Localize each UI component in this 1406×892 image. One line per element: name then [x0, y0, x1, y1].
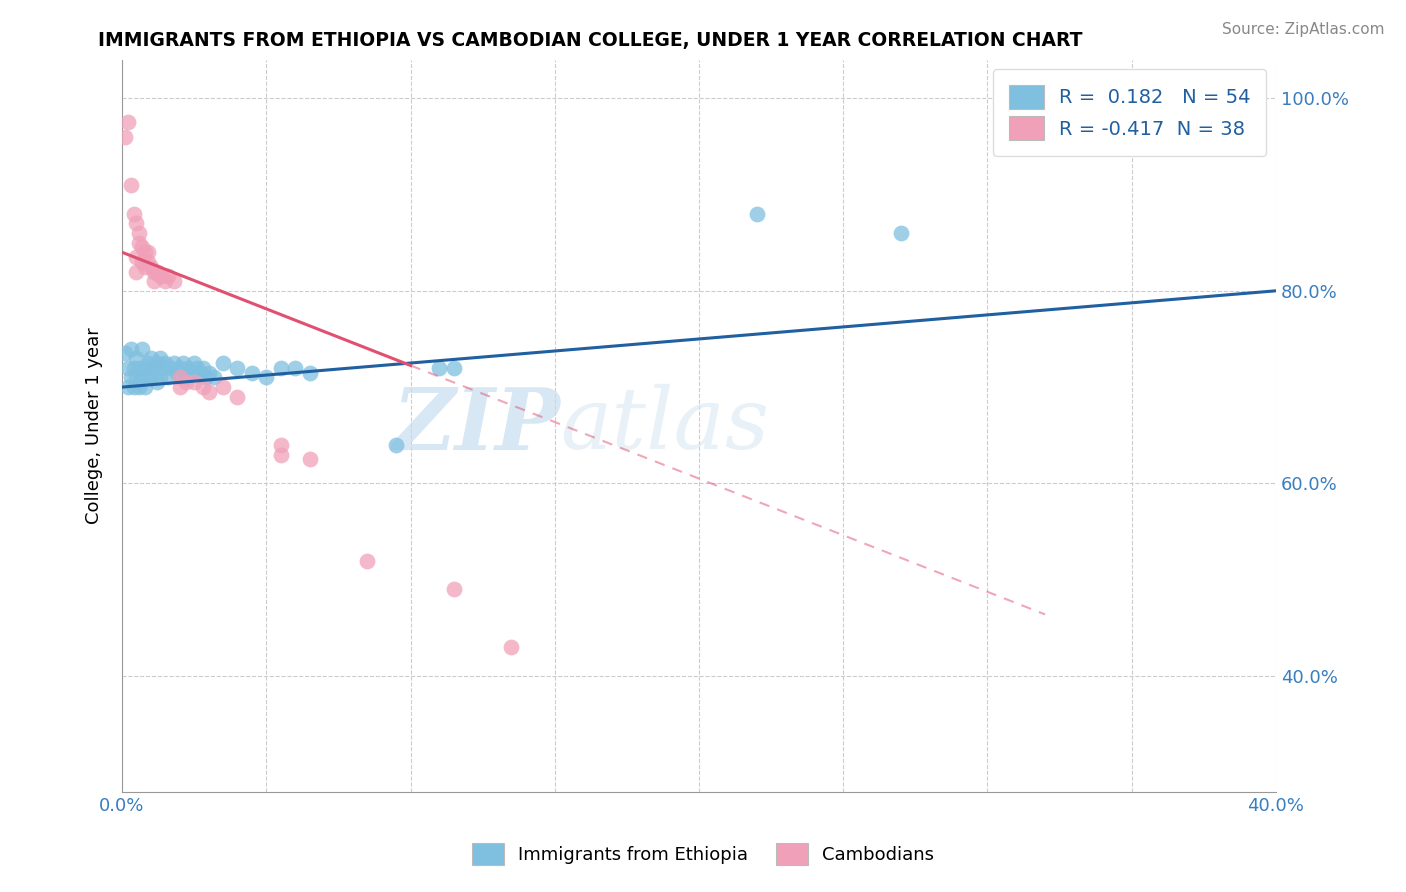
Point [125, 370, 148, 384]
Point [128, 360, 150, 375]
Point [117, 380, 139, 394]
Point [117, 115, 139, 129]
Point [284, 360, 307, 375]
Point [169, 370, 191, 384]
Point [148, 370, 170, 384]
Point [117, 360, 139, 375]
Point [270, 448, 292, 462]
Point [254, 370, 277, 384]
Point [501, 640, 523, 655]
Point [145, 376, 167, 390]
Point [157, 269, 180, 284]
Point [356, 553, 378, 567]
Point [128, 226, 150, 240]
Point [270, 360, 292, 375]
Point [226, 360, 249, 375]
Point [186, 360, 208, 375]
Point [139, 351, 162, 366]
Point [177, 360, 200, 375]
Point [114, 129, 136, 144]
Text: IMMIGRANTS FROM ETHIOPIA VS CAMBODIAN COLLEGE, UNDER 1 YEAR CORRELATION CHART: IMMIGRANTS FROM ETHIOPIA VS CAMBODIAN CO… [98, 31, 1083, 50]
Point [122, 380, 145, 394]
Point [890, 226, 912, 240]
Point [155, 356, 177, 370]
Point [191, 360, 214, 375]
Point [139, 370, 162, 384]
Text: Source: ZipAtlas.com: Source: ZipAtlas.com [1222, 22, 1385, 37]
Point [183, 356, 205, 370]
Point [145, 264, 167, 278]
Point [145, 356, 167, 370]
Point [134, 245, 156, 260]
Point [136, 245, 159, 260]
Point [298, 452, 321, 467]
Legend: R =  0.182   N = 54, R = -0.417  N = 38: R = 0.182 N = 54, R = -0.417 N = 38 [993, 70, 1267, 156]
Point [120, 370, 142, 384]
Text: atlas: atlas [561, 384, 769, 467]
Point [114, 346, 136, 360]
Point [163, 356, 186, 370]
Point [212, 380, 235, 394]
Point [172, 356, 194, 370]
Point [180, 366, 202, 380]
Point [197, 366, 219, 380]
Point [131, 255, 153, 269]
Point [136, 255, 159, 269]
Point [148, 269, 170, 284]
Point [240, 366, 263, 380]
Point [212, 356, 235, 370]
Point [131, 342, 153, 356]
Point [163, 274, 186, 288]
Point [134, 360, 156, 375]
Point [188, 366, 211, 380]
Point [166, 366, 188, 380]
Point [183, 376, 205, 390]
Point [202, 370, 225, 384]
Point [169, 360, 191, 375]
Point [134, 260, 156, 274]
Point [131, 370, 153, 384]
Point [160, 360, 183, 375]
Point [125, 216, 148, 230]
Point [125, 264, 148, 278]
Point [122, 360, 145, 375]
Point [197, 384, 219, 399]
Point [136, 356, 159, 370]
Point [142, 360, 165, 375]
Point [120, 342, 142, 356]
Point [122, 207, 145, 221]
Point [443, 582, 465, 597]
Point [148, 351, 170, 366]
Point [155, 274, 177, 288]
Point [174, 370, 197, 384]
Point [152, 269, 174, 284]
Point [298, 366, 321, 380]
Point [745, 207, 768, 221]
Point [139, 260, 162, 274]
Legend: Immigrants from Ethiopia, Cambodians: Immigrants from Ethiopia, Cambodians [463, 834, 943, 874]
Point [128, 380, 150, 394]
Point [385, 438, 408, 452]
Point [157, 370, 180, 384]
Point [169, 380, 191, 394]
Point [134, 380, 156, 394]
Point [142, 264, 165, 278]
Point [443, 360, 465, 375]
Y-axis label: College, Under 1 year: College, Under 1 year [86, 327, 103, 524]
Point [270, 438, 292, 452]
Point [194, 370, 217, 384]
Text: ZIP: ZIP [392, 384, 561, 467]
Point [125, 250, 148, 264]
Point [191, 380, 214, 394]
Point [152, 360, 174, 375]
Point [427, 360, 450, 375]
Point [142, 274, 165, 288]
Point [125, 351, 148, 366]
Point [120, 178, 142, 192]
Point [226, 390, 249, 404]
Point [136, 370, 159, 384]
Point [128, 235, 150, 250]
Point [174, 376, 197, 390]
Point [131, 240, 153, 254]
